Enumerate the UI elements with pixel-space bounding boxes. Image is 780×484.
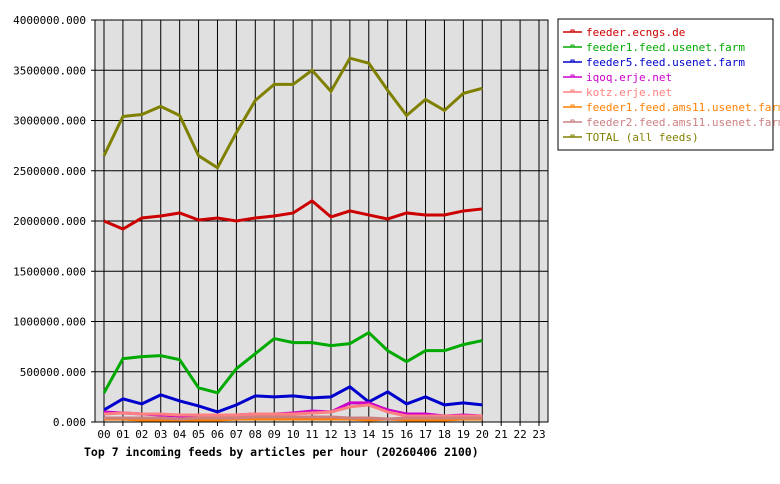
- x-tick-label: 10: [287, 428, 300, 441]
- y-tick-label: 2000000.000: [13, 215, 86, 228]
- legend-label: feeder2.feed.ams11.usenet.farm: [586, 116, 780, 129]
- y-tick-label: 4000000.000: [13, 14, 86, 27]
- y-tick-label: 1500000.000: [13, 265, 86, 278]
- x-tick-label: 05: [192, 428, 205, 441]
- legend-item: feeder1.feed.usenet.farm: [563, 41, 745, 54]
- legend-label: feeder1.feed.ams11.usenet.farm: [586, 101, 780, 114]
- legend-item: feeder5.feed.usenet.farm: [563, 56, 745, 69]
- x-tick-label: 03: [154, 428, 167, 441]
- legend-label: feeder1.feed.usenet.farm: [586, 41, 745, 54]
- y-axis: 0.000 500000.000 1000000.000 1500000.000 200…: [13, 14, 95, 429]
- x-tick-label: 12: [324, 428, 337, 441]
- x-tick-label: 21: [495, 428, 508, 441]
- x-tick-label: 15: [381, 428, 394, 441]
- x-tick-label: 09: [268, 428, 281, 441]
- legend-label: feeder5.feed.usenet.farm: [586, 56, 745, 69]
- x-axis: 00 01 02 03 04 05 06 07 08 09 10 11 12 13 14 15 16 17 18 19…: [97, 422, 545, 441]
- legend-label: TOTAL (all feeds): [586, 131, 699, 144]
- legend-label: iqoq.erje.net: [586, 71, 672, 84]
- y-tick-label: 2500000.000: [13, 165, 86, 178]
- legend-item: feeder2.feed.ams11.usenet.farm: [563, 116, 780, 129]
- y-tick-label: 3000000.000: [13, 115, 86, 128]
- legend-item: feeder1.feed.ams11.usenet.farm: [563, 101, 780, 114]
- x-tick-label: 00: [97, 428, 110, 441]
- chart-title: Top 7 incoming feeds by articles per hou…: [84, 445, 479, 459]
- x-tick-label: 07: [230, 428, 243, 441]
- legend: feeder.ecngs.de feeder1.feed.usenet.farm f…: [558, 19, 780, 150]
- x-tick-label: 16: [400, 428, 413, 441]
- x-tick-label: 01: [116, 428, 129, 441]
- x-tick-label: 19: [457, 428, 470, 441]
- y-tick-label: 1000000.000: [13, 316, 86, 329]
- y-tick-label: 3500000.000: [13, 64, 86, 77]
- x-tick-label: 02: [135, 428, 148, 441]
- x-tick-label: 20: [476, 428, 489, 441]
- x-tick-label: 08: [249, 428, 262, 441]
- x-tick-label: 04: [173, 428, 187, 441]
- y-tick-label: 0.000: [53, 416, 86, 429]
- x-tick-label: 23: [532, 428, 545, 441]
- x-tick-label: 06: [211, 428, 224, 441]
- x-tick-label: 17: [419, 428, 432, 441]
- x-tick-label: 14: [362, 428, 376, 441]
- legend-label: feeder.ecngs.de: [586, 26, 685, 39]
- x-tick-label: 13: [343, 428, 356, 441]
- legend-label: kotz.erje.net: [586, 86, 672, 99]
- x-tick-label: 18: [438, 428, 451, 441]
- x-tick-label: 22: [513, 428, 526, 441]
- y-tick-label: 500000.000: [20, 366, 86, 379]
- x-tick-label: 11: [305, 428, 318, 441]
